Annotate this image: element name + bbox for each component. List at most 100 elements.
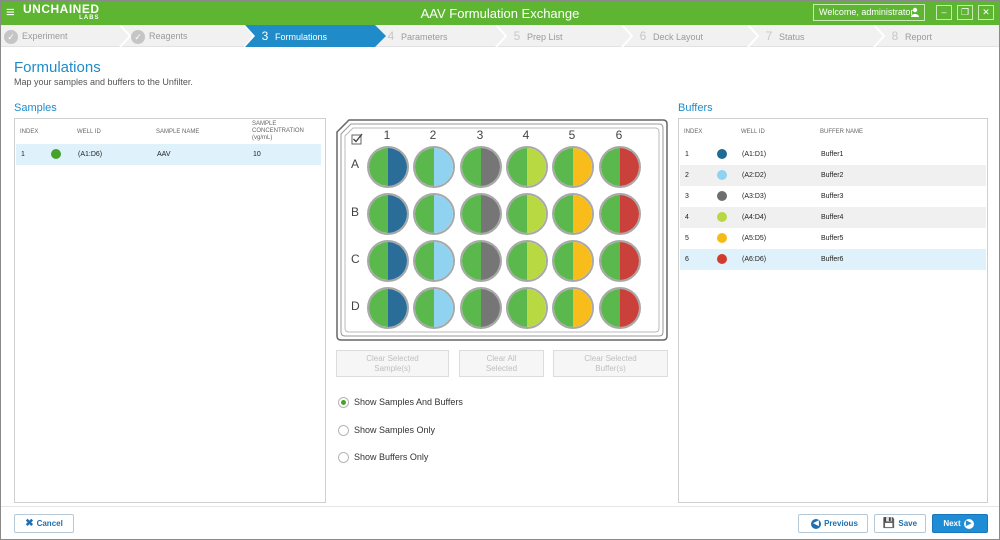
select-all-checkbox-icon[interactable] bbox=[351, 133, 363, 145]
plate-col-3[interactable]: 3 bbox=[476, 128, 484, 142]
buffer-name: Buffer3 bbox=[821, 193, 844, 200]
step-prep-list[interactable]: 5 Prep List bbox=[510, 25, 563, 47]
clear-all-selected-button[interactable]: Clear All Selected bbox=[459, 350, 544, 377]
radio-unselected-icon bbox=[338, 425, 349, 437]
table-row[interactable]: 2 (A2:D2) Buffer2 bbox=[680, 165, 986, 186]
plate-well-b5[interactable] bbox=[552, 193, 594, 235]
plate-col-6[interactable]: 6 bbox=[615, 128, 623, 142]
previous-button[interactable]: ◀ Previous bbox=[798, 514, 868, 533]
well-sample-half bbox=[369, 289, 388, 327]
restore-icon[interactable]: ❐ bbox=[957, 5, 973, 20]
well-buffer-half bbox=[434, 289, 453, 327]
plate-well-d4[interactable] bbox=[506, 287, 548, 329]
plate-row-d[interactable]: D bbox=[351, 299, 360, 313]
table-row[interactable]: 5 (A5:D5) Buffer5 bbox=[680, 228, 986, 249]
well-sample-half bbox=[554, 289, 573, 327]
cancel-button[interactable]: ✖ Cancel bbox=[14, 514, 74, 533]
plate-well-a4[interactable] bbox=[506, 146, 548, 188]
radio-show-samples-only[interactable]: Show Samples Only bbox=[338, 425, 435, 437]
plate-well-d2[interactable] bbox=[413, 287, 455, 329]
plate-well-c5[interactable] bbox=[552, 240, 594, 282]
buffer-color-swatch bbox=[717, 212, 727, 222]
well-sample-half bbox=[462, 289, 481, 327]
plate-well-a5[interactable] bbox=[552, 146, 594, 188]
hamburger-menu-icon[interactable]: ≡ bbox=[6, 4, 15, 21]
clear-selected-samples-button[interactable]: Clear Selected Sample(s) bbox=[336, 350, 449, 377]
table-row[interactable]: 1 (A1:D6) AAV 10 bbox=[16, 144, 321, 165]
plate-col-1[interactable]: 1 bbox=[383, 128, 391, 142]
plate-row-c[interactable]: C bbox=[351, 252, 360, 266]
plate-well-a3[interactable] bbox=[460, 146, 502, 188]
welcome-text: Welcome, administrator bbox=[819, 7, 914, 17]
step-status[interactable]: 7 Status bbox=[762, 25, 805, 47]
plate-well-b3[interactable] bbox=[460, 193, 502, 235]
plate-well-a2[interactable] bbox=[413, 146, 455, 188]
step-label: Experiment bbox=[22, 31, 68, 41]
step-reagents[interactable]: ✓ Reagents bbox=[131, 25, 188, 47]
conc-header-line2: CONCENTRATION bbox=[252, 128, 304, 134]
well-sample-half bbox=[415, 148, 434, 186]
well-buffer-half bbox=[527, 195, 546, 233]
step-separator bbox=[873, 25, 885, 47]
table-row[interactable]: 6 (A6:D6) Buffer6 bbox=[680, 249, 986, 270]
wizard-steps: ✓ Experiment ✓ Reagents 3 Formulations 4 Par… bbox=[1, 25, 999, 47]
step-separator bbox=[747, 25, 759, 47]
step-deck-layout[interactable]: 6 Deck Layout bbox=[636, 25, 703, 47]
step-report[interactable]: 8 Report bbox=[888, 25, 932, 47]
well-buffer-half bbox=[527, 289, 546, 327]
buffer-well-id: (A2:D2) bbox=[742, 172, 767, 179]
col-header-well-id: WELL ID bbox=[741, 129, 765, 135]
close-icon[interactable]: ✕ bbox=[978, 5, 994, 20]
clear-selected-buffers-button[interactable]: Clear Selected Buffer(s) bbox=[553, 350, 668, 377]
active-step-highlight bbox=[253, 25, 375, 47]
plate-col-2[interactable]: 2 bbox=[429, 128, 437, 142]
step-parameters[interactable]: 4 Parameters bbox=[384, 25, 448, 47]
plate-well-c6[interactable] bbox=[599, 240, 641, 282]
radio-show-buffers-only[interactable]: Show Buffers Only bbox=[338, 452, 428, 464]
plate-well-c2[interactable] bbox=[413, 240, 455, 282]
next-button[interactable]: Next ▶ bbox=[932, 514, 988, 533]
plate-well-a1[interactable] bbox=[367, 146, 409, 188]
plate-well-d3[interactable] bbox=[460, 287, 502, 329]
step-number: 4 bbox=[387, 29, 395, 43]
save-button[interactable]: 💾 Save bbox=[874, 514, 926, 533]
step-experiment[interactable]: ✓ Experiment bbox=[4, 25, 68, 47]
buffer-name: Buffer1 bbox=[821, 151, 844, 158]
well-sample-half bbox=[601, 242, 620, 280]
page-subtitle: Map your samples and buffers to the Unfi… bbox=[14, 77, 193, 87]
well-buffer-half bbox=[620, 242, 639, 280]
sample-index: 1 bbox=[21, 151, 25, 158]
button-label-line1: Clear Selected bbox=[584, 354, 637, 363]
table-row[interactable]: 1 (A1:D1) Buffer1 bbox=[680, 144, 986, 165]
col-header-well-id: WELL ID bbox=[77, 129, 101, 135]
plate-well-c3[interactable] bbox=[460, 240, 502, 282]
plate-col-4[interactable]: 4 bbox=[522, 128, 530, 142]
user-menu[interactable]: Welcome, administrator bbox=[813, 4, 925, 21]
plate-well-b2[interactable] bbox=[413, 193, 455, 235]
plate-well-b4[interactable] bbox=[506, 193, 548, 235]
plate-col-5[interactable]: 5 bbox=[568, 128, 576, 142]
arrow-right-icon: ▶ bbox=[963, 518, 974, 529]
well-buffer-half bbox=[434, 195, 453, 233]
plate-well-a6[interactable] bbox=[599, 146, 641, 188]
plate-row-b[interactable]: B bbox=[351, 205, 360, 219]
plate-well-b6[interactable] bbox=[599, 193, 641, 235]
table-row[interactable]: 4 (A4:D4) Buffer4 bbox=[680, 207, 986, 228]
buffer-index: 4 bbox=[685, 214, 689, 221]
minimize-icon[interactable]: – bbox=[936, 5, 952, 20]
check-icon: ✓ bbox=[4, 29, 18, 44]
plate-well-c1[interactable] bbox=[367, 240, 409, 282]
buffer-name: Buffer4 bbox=[821, 214, 844, 221]
plate-well-d6[interactable] bbox=[599, 287, 641, 329]
plate-well-d5[interactable] bbox=[552, 287, 594, 329]
save-label: Save bbox=[898, 519, 918, 528]
table-row[interactable]: 3 (A3:D3) Buffer3 bbox=[680, 186, 986, 207]
plate-row-a[interactable]: A bbox=[351, 157, 360, 171]
radio-show-samples-and-buffers[interactable]: Show Samples And Buffers bbox=[338, 397, 463, 409]
buffer-well-id: (A6:D6) bbox=[742, 256, 767, 263]
plate-well-c4[interactable] bbox=[506, 240, 548, 282]
plate-well-b1[interactable] bbox=[367, 193, 409, 235]
plate-well-d1[interactable] bbox=[367, 287, 409, 329]
step-formulations[interactable]: 3 Formulations bbox=[258, 25, 327, 47]
well-sample-half bbox=[601, 289, 620, 327]
